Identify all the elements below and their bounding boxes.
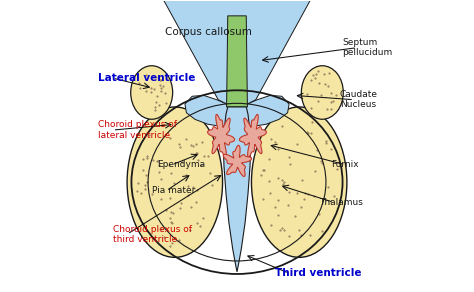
Text: Fornix: Fornix — [331, 160, 359, 169]
Text: Third ventricle: Third ventricle — [274, 268, 361, 278]
Ellipse shape — [127, 107, 222, 257]
Text: Thalamus: Thalamus — [319, 198, 363, 207]
Polygon shape — [185, 95, 237, 126]
Polygon shape — [239, 114, 266, 157]
Ellipse shape — [252, 107, 347, 257]
Polygon shape — [223, 107, 251, 272]
Polygon shape — [223, 145, 252, 177]
Polygon shape — [227, 16, 247, 107]
Text: Caudate
Nucleus: Caudate Nucleus — [340, 90, 378, 110]
Ellipse shape — [301, 66, 343, 119]
Text: Lateral ventricle: Lateral ventricle — [98, 73, 196, 83]
Text: Pia mater: Pia mater — [152, 186, 195, 195]
Polygon shape — [237, 95, 289, 126]
Text: Septum
pellucidum: Septum pellucidum — [343, 38, 393, 57]
Polygon shape — [152, 0, 322, 107]
Polygon shape — [208, 114, 235, 157]
Text: Choroid plexus of
third ventricle: Choroid plexus of third ventricle — [113, 225, 191, 244]
Text: Corpus callosum: Corpus callosum — [164, 27, 252, 37]
Text: Choroid plexus of
lateral ventricle: Choroid plexus of lateral ventricle — [98, 120, 177, 140]
Text: Ependyma: Ependyma — [157, 160, 206, 169]
Ellipse shape — [131, 66, 173, 119]
